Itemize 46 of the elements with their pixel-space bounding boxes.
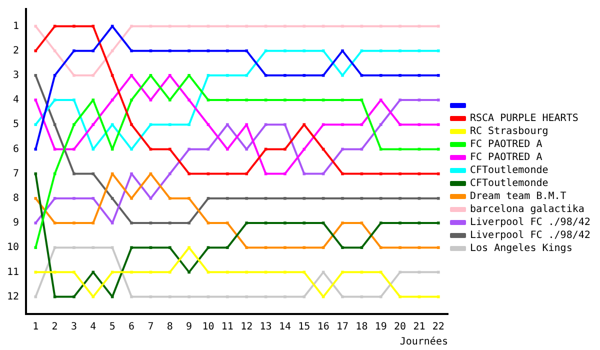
x-tick-label: 2 <box>52 322 58 333</box>
x-tick-label: 11 <box>221 322 234 333</box>
legend-label: Liverpool FC ./98/42 <box>470 217 590 228</box>
y-tick-label: 3 <box>13 70 20 82</box>
x-tick-label: 4 <box>90 322 96 333</box>
y-tick-label: 8 <box>13 192 20 204</box>
legend-label: FC PAOTRED A <box>470 139 542 150</box>
x-tick-label: 7 <box>148 322 154 333</box>
x-tick-label: 17 <box>336 322 349 333</box>
x-tick-label: 22 <box>432 322 444 333</box>
y-tick-label: 7 <box>13 168 20 180</box>
x-tick-label: 18 <box>356 322 368 333</box>
legend-label: FC PAOTRED A <box>470 152 542 164</box>
y-tick-label: 9 <box>13 218 20 229</box>
y-tick-label: 6 <box>13 144 20 155</box>
y-tick-label: 2 <box>13 45 20 56</box>
legend-label: CFToutlemonde <box>470 178 548 190</box>
x-tick-label: 6 <box>128 322 135 333</box>
x-tick-label: 16 <box>317 322 330 333</box>
legend-label: CFToutlemonde <box>470 165 548 176</box>
x-axis-title: Journées <box>400 336 448 348</box>
x-tick-label: 8 <box>166 322 173 333</box>
x-tick-label: 20 <box>394 322 406 333</box>
x-tick-label: 14 <box>278 322 291 333</box>
x-tick-label: 13 <box>260 322 272 333</box>
x-tick-label: 3 <box>70 322 78 333</box>
x-tick-label: 10 <box>202 322 214 333</box>
legend-label: RC Strasbourg <box>470 126 548 138</box>
y-tick-label: 11 <box>6 266 20 278</box>
x-tick-label: 15 <box>298 322 310 333</box>
x-tick-label: 19 <box>374 322 387 333</box>
y-tick-label: 4 <box>13 94 20 106</box>
y-tick-label: 10 <box>6 242 20 254</box>
legend-label: barcelona galactika <box>470 204 584 216</box>
legend-label: RSCA PURPLE HEARTS <box>470 113 578 124</box>
y-tick-label: 5 <box>13 119 20 130</box>
legend-label: Dream team B.M.T <box>470 191 566 202</box>
x-tick-label: 12 <box>240 322 253 333</box>
legend-label: Liverpool FC ./98/42 <box>470 230 590 242</box>
y-tick-label: 12 <box>6 291 20 302</box>
legend-label: Los Angeles Kings <box>470 243 572 254</box>
x-tick-label: 21 <box>413 322 426 333</box>
x-tick-label: 1 <box>32 322 39 333</box>
y-tick-label: 1 <box>13 20 20 32</box>
x-tick-label: 9 <box>186 322 192 333</box>
x-tick-label: 5 <box>109 322 116 333</box>
